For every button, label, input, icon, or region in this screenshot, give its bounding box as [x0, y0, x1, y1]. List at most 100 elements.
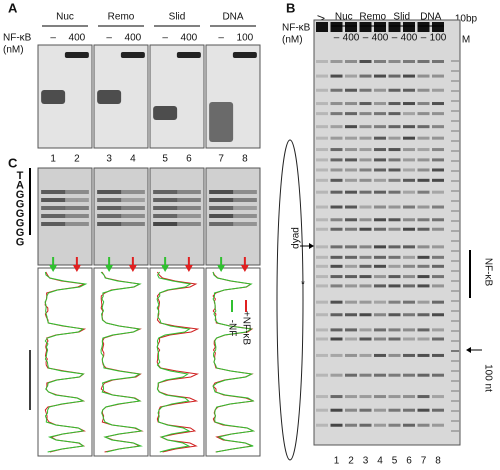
band [120, 206, 145, 210]
band [316, 112, 328, 116]
band [374, 337, 386, 341]
marker-band [451, 330, 459, 332]
band [97, 214, 122, 218]
band [316, 408, 328, 412]
lane-number: 3 [106, 154, 112, 165]
band [403, 148, 415, 152]
band [359, 136, 372, 140]
band [417, 373, 430, 377]
band [316, 190, 328, 194]
marker-band [451, 130, 459, 132]
band [316, 148, 328, 152]
band [417, 395, 430, 399]
band [388, 112, 401, 116]
band [374, 158, 386, 162]
band [417, 408, 430, 412]
arrow-head [128, 265, 137, 272]
band [388, 218, 401, 222]
band [64, 206, 89, 210]
band [176, 190, 201, 194]
band [153, 214, 178, 218]
panel-label: C [8, 155, 18, 170]
condition-label: 400 [181, 33, 198, 44]
band [316, 328, 328, 332]
band [432, 337, 444, 341]
lane-number: 5 [162, 154, 168, 165]
band [359, 284, 372, 288]
band [316, 136, 328, 140]
band [417, 178, 430, 182]
band [417, 102, 430, 106]
band [316, 22, 328, 32]
band [97, 90, 122, 104]
band [97, 198, 122, 202]
band [316, 218, 328, 222]
marker-band [451, 250, 459, 252]
band [417, 22, 430, 32]
band [359, 395, 372, 399]
band [359, 218, 372, 222]
band [153, 198, 178, 202]
band [345, 22, 357, 32]
band [345, 284, 357, 288]
band [316, 178, 328, 182]
band [64, 222, 89, 226]
band [417, 60, 430, 63]
band [316, 227, 328, 231]
band [403, 373, 415, 377]
band [432, 245, 444, 249]
band [374, 112, 386, 116]
band [359, 313, 372, 317]
lane-number: 4 [130, 154, 136, 165]
band [374, 408, 386, 412]
band [330, 328, 343, 332]
band [432, 255, 444, 259]
star: * [301, 280, 305, 291]
marker-band [451, 370, 459, 372]
band [345, 255, 357, 259]
band [316, 423, 328, 427]
marker-band [451, 190, 459, 192]
band [403, 102, 415, 106]
band [120, 198, 145, 202]
band [345, 148, 357, 152]
band [330, 313, 343, 317]
band [374, 218, 386, 222]
band [374, 255, 386, 259]
trace [212, 271, 256, 453]
band [345, 313, 357, 317]
band [417, 74, 430, 78]
lane-number: 8 [242, 154, 248, 165]
band [359, 264, 372, 268]
band [417, 218, 430, 222]
band [374, 245, 386, 249]
band [41, 222, 66, 226]
band [403, 60, 415, 63]
band [330, 60, 343, 63]
condition-label: – [50, 33, 56, 44]
marker-band [451, 430, 459, 432]
unit-label: (nM) [282, 35, 303, 46]
band [374, 148, 386, 152]
lane-number: 7 [218, 154, 224, 165]
lane-number: 1 [334, 456, 340, 467]
band [374, 395, 386, 399]
band [153, 206, 178, 210]
band [403, 337, 415, 341]
band [209, 102, 234, 142]
lane-number: 6 [186, 154, 192, 165]
band [374, 125, 386, 129]
band [359, 60, 372, 63]
band [403, 190, 415, 194]
band [345, 328, 357, 332]
band [374, 88, 386, 92]
band [345, 218, 357, 222]
band [417, 190, 430, 194]
band [176, 198, 201, 202]
unit-label: (nM) [3, 45, 24, 56]
band [359, 205, 372, 209]
band [64, 52, 89, 58]
panel-label: B [286, 0, 295, 15]
band [359, 300, 372, 304]
